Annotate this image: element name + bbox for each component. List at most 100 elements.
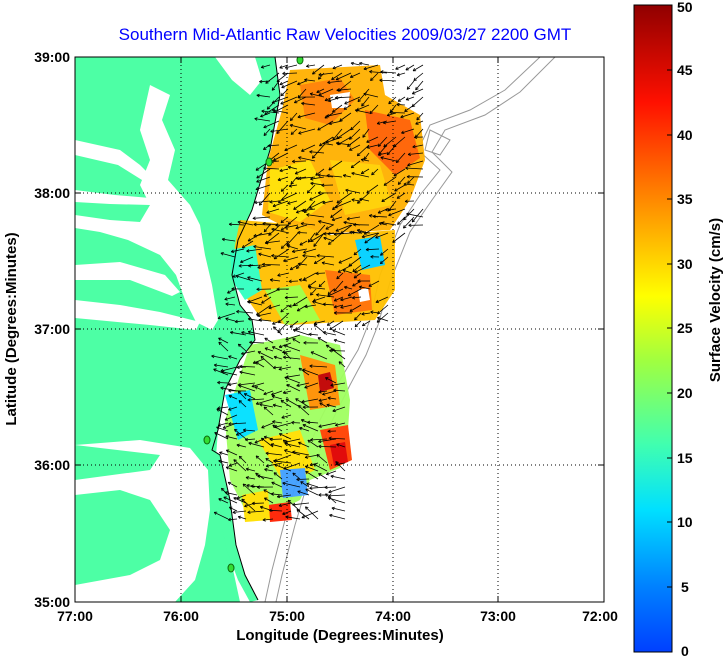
velocity-arrow-head: [253, 246, 257, 249]
velocity-arrow: [333, 389, 346, 392]
velocity-arrow: [263, 167, 280, 170]
velocity-arrow-head: [249, 341, 253, 345]
velocity-arrow: [325, 344, 337, 352]
velocity-arrow: [389, 112, 406, 114]
velocity-arrow-head: [296, 178, 300, 180]
velocity-arrow: [288, 166, 298, 170]
velocity-arrow-head: [406, 99, 410, 101]
velocity-arrow-head: [365, 247, 369, 251]
velocity-arrow-head: [247, 512, 251, 514]
velocity-arrow-head: [349, 231, 353, 235]
velocity-arrow-head: [252, 218, 256, 220]
velocity-arrow-head: [264, 347, 268, 349]
velocity-arrow: [360, 168, 370, 175]
velocity-arrow-head: [371, 173, 375, 176]
velocity-arrow-head: [254, 440, 258, 444]
velocity-arrow-head: [237, 382, 241, 386]
velocity-arrow-head: [407, 87, 411, 90]
velocity-arrow: [247, 510, 265, 513]
velocity-arrow-head: [281, 415, 285, 419]
velocity-arrow-head: [318, 441, 322, 444]
velocity-arrow-head: [396, 72, 400, 76]
velocity-arrow: [319, 136, 334, 147]
velocity-arrow: [285, 516, 301, 520]
velocity-arrow-head: [382, 120, 386, 124]
velocity-arrow-head: [321, 262, 325, 265]
velocity-arrow: [268, 304, 281, 309]
velocity-arrow-head: [378, 222, 382, 226]
velocity-arrow: [397, 96, 406, 102]
velocity-arrow-head: [298, 368, 301, 372]
velocity-arrow-head: [281, 417, 285, 419]
velocity-arrow-head: [378, 221, 383, 224]
velocity-arrow-head: [344, 286, 347, 290]
velocity-arrow-head: [313, 321, 317, 324]
velocity-arrow-head: [310, 293, 314, 296]
velocity-arrow-head: [317, 337, 320, 341]
velocity-arrow-head: [241, 331, 245, 333]
velocity-arrow-head: [272, 203, 276, 207]
velocity-arrow-head: [315, 172, 318, 176]
velocity-arrow-head: [287, 166, 291, 170]
velocity-arrow: [305, 506, 319, 520]
velocity-arrow: [241, 331, 256, 336]
velocity-arrow-head: [262, 518, 266, 521]
velocity-arrow-head: [326, 173, 330, 176]
velocity-arrow: [389, 104, 397, 113]
velocity-arrow-head: [406, 213, 410, 217]
velocity-arrow-head: [322, 303, 326, 307]
velocity-arrow-head: [269, 439, 273, 442]
velocity-arrow-head: [332, 136, 334, 141]
velocity-arrow-head: [313, 243, 315, 247]
velocity-arrow: [328, 120, 343, 125]
velocity-arrow-head: [380, 262, 384, 265]
velocity-arrow: [363, 152, 370, 160]
velocity-arrow-head: [328, 241, 330, 245]
velocity-arrow-head: [272, 395, 276, 397]
velocity-arrow: [336, 443, 346, 448]
velocity-arrow-head: [308, 333, 312, 337]
velocity-arrow: [298, 176, 316, 179]
velocity-arrow: [317, 174, 334, 178]
velocity-arrow: [271, 493, 283, 496]
velocity-arrow-head: [302, 254, 306, 256]
velocity-arrow-head: [228, 222, 232, 225]
velocity-arrow-head: [278, 433, 282, 437]
velocity-arrow-head: [383, 182, 386, 186]
velocity-arrow-head: [264, 347, 268, 351]
velocity-arrow: [354, 320, 362, 328]
velocity-arrow: [220, 252, 236, 258]
velocity-arrow: [283, 462, 301, 470]
velocity-arrow-head: [309, 92, 314, 94]
velocity-arrow: [263, 128, 271, 136]
velocity-arrow-head: [218, 341, 222, 344]
velocity-arrow-head: [252, 360, 256, 364]
velocity-arrow: [273, 356, 283, 360]
velocity-arrow-head: [231, 251, 235, 254]
velocity-arrow-head: [356, 152, 359, 156]
velocity-arrow: [329, 320, 344, 330]
velocity-arrow-head: [333, 388, 337, 391]
coastline: [211, 57, 281, 601]
velocity-arrow-head: [279, 65, 282, 69]
velocity-arrow-head: [312, 298, 316, 302]
velocity-arrow: [287, 245, 299, 250]
velocity-arrow-head: [388, 102, 392, 105]
velocity-arrow-head: [280, 219, 283, 223]
velocity-arrow-head: [228, 423, 232, 426]
velocity-arrow: [280, 304, 290, 313]
velocity-arrow-head: [288, 185, 293, 188]
velocity-arrow-head: [297, 491, 301, 494]
velocity-arrow-head: [273, 326, 275, 330]
velocity-arrow-head: [263, 125, 266, 128]
velocity-arrow-head: [253, 224, 257, 227]
velocity-arrow: [318, 220, 335, 226]
velocity-arrow-head: [268, 305, 272, 309]
velocity-arrow: [344, 96, 361, 105]
velocity-arrow-head: [396, 161, 400, 163]
velocity-arrow-head: [324, 485, 328, 488]
velocity-arrow-head: [310, 182, 314, 186]
velocity-arrow-head: [256, 93, 260, 96]
velocity-arrow: [280, 96, 298, 105]
velocity-arrow: [383, 176, 397, 186]
